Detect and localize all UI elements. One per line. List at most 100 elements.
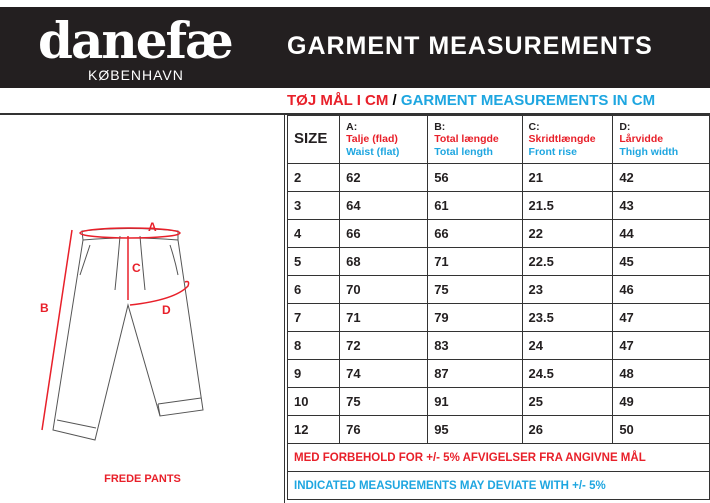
subtitle-danish: TØJ MÅL I CM — [287, 92, 389, 109]
size-cell: 12 — [286, 415, 341, 444]
note-row-danish: MED FORBEHOLD FOR +/- 5% AFVIGELSER FRA … — [287, 443, 710, 472]
col-danish: Talje (flad) — [346, 133, 398, 146]
column-header-b: B: Total længde Total length — [427, 115, 523, 164]
col-letter: D: — [619, 120, 631, 133]
value-cell: 21.5 — [521, 191, 614, 220]
table-row: 8 72 83 24 47 — [286, 331, 710, 360]
value-cell: 47 — [612, 331, 710, 360]
value-cell: 42 — [612, 163, 710, 192]
size-cell: 5 — [286, 247, 341, 276]
col-english: Thigh width — [619, 145, 679, 158]
table-row: 6 70 75 23 46 — [286, 275, 710, 304]
value-cell: 66 — [339, 219, 429, 248]
value-cell: 70 — [339, 275, 429, 304]
note-english: INDICATED MEASUREMENTS MAY DEVIATE WITH … — [287, 471, 710, 500]
value-cell: 71 — [339, 303, 429, 332]
divider — [0, 113, 710, 115]
diagram-panel — [0, 115, 285, 503]
value-cell: 62 — [339, 163, 429, 192]
product-name: FREDE PANTS — [104, 473, 181, 485]
value-cell: 95 — [427, 415, 523, 444]
value-cell: 71 — [427, 247, 523, 276]
table-row: 2 62 56 21 42 — [286, 163, 710, 192]
value-cell: 23.5 — [521, 303, 614, 332]
table-row: 3 64 61 21.5 43 — [286, 191, 710, 220]
value-cell: 24 — [521, 331, 614, 360]
value-cell: 79 — [427, 303, 523, 332]
table-row: 5 68 71 22.5 45 — [286, 247, 710, 276]
measure-lines — [41, 227, 190, 431]
label-d: D — [162, 303, 171, 317]
label-b: B — [40, 301, 49, 315]
table-row: 7 71 79 23.5 47 — [286, 303, 710, 332]
value-cell: 61 — [427, 191, 523, 220]
col-danish: Lårvidde — [619, 133, 664, 146]
pants-outline — [52, 228, 204, 441]
measurements-table: SIZE A: Talje (flad) Waist (flat) B: Total … — [286, 115, 710, 500]
col-english: Front rise — [528, 145, 577, 158]
value-cell: 75 — [339, 387, 429, 416]
value-cell: 76 — [339, 415, 429, 444]
value-cell: 91 — [427, 387, 523, 416]
size-cell: 7 — [286, 303, 341, 332]
value-cell: 25 — [521, 387, 614, 416]
value-cell: 22.5 — [521, 247, 614, 276]
col-english: Total length — [434, 145, 493, 158]
note-row-english: INDICATED MEASUREMENTS MAY DEVIATE WITH … — [287, 471, 710, 500]
value-cell: 75 — [427, 275, 523, 304]
subtitle: TØJ MÅL I CM / GARMENT MEASUREMENTS IN C… — [287, 92, 655, 109]
table-row: 10 75 91 25 49 — [286, 387, 710, 416]
table-row: 4 66 66 22 44 — [286, 219, 710, 248]
value-cell: 43 — [612, 191, 710, 220]
col-danish: Total længde — [434, 133, 499, 146]
value-cell: 45 — [612, 247, 710, 276]
note-danish: MED FORBEHOLD FOR +/- 5% AFVIGELSER FRA … — [287, 443, 710, 472]
value-cell: 44 — [612, 219, 710, 248]
column-header-d: D: Lårvidde Thigh width — [612, 115, 710, 164]
value-cell: 48 — [612, 359, 710, 388]
page-title: GARMENT MEASUREMENTS — [287, 32, 653, 60]
col-english: Waist (flat) — [346, 145, 400, 158]
value-cell: 64 — [339, 191, 429, 220]
size-cell: 6 — [286, 275, 341, 304]
col-letter: B: — [434, 120, 446, 133]
col-letter: A: — [346, 120, 358, 133]
value-cell: 66 — [427, 219, 523, 248]
label-c: C — [132, 261, 141, 275]
size-cell: 3 — [286, 191, 341, 220]
header-bar: danefæ KØBENHAVN GARMENT MEASUREMENTS — [0, 7, 710, 88]
subtitle-english: GARMENT MEASUREMENTS IN CM — [400, 92, 656, 109]
value-cell: 22 — [521, 219, 614, 248]
value-cell: 72 — [339, 331, 429, 360]
brand-city: KØBENHAVN — [88, 67, 184, 83]
pants-diagram: A B C D — [40, 220, 204, 441]
subtitle-separator: / — [388, 92, 401, 109]
size-cell: 4 — [286, 219, 341, 248]
col-letter: C: — [528, 120, 540, 133]
value-cell: 46 — [612, 275, 710, 304]
value-cell: 68 — [339, 247, 429, 276]
size-header: SIZE — [286, 115, 341, 164]
value-cell: 50 — [612, 415, 710, 444]
value-cell: 47 — [612, 303, 710, 332]
column-header-a: A: Talje (flad) Waist (flat) — [339, 115, 429, 164]
col-danish: Skridtlængde — [528, 133, 596, 146]
value-cell: 87 — [427, 359, 523, 388]
value-cell: 83 — [427, 331, 523, 360]
value-cell: 24.5 — [521, 359, 614, 388]
value-cell: 56 — [427, 163, 523, 192]
size-cell: 8 — [286, 331, 341, 360]
table-row: 12 76 95 26 50 — [286, 415, 710, 444]
size-cell: 9 — [286, 359, 341, 388]
column-header-c: C: Skridtlængde Front rise — [521, 115, 614, 164]
value-cell: 49 — [612, 387, 710, 416]
value-cell: 74 — [339, 359, 429, 388]
table-header-row: SIZE A: Talje (flad) Waist (flat) B: Total … — [286, 115, 710, 164]
brand-logo: danefæ — [38, 11, 234, 70]
value-cell: 26 — [521, 415, 614, 444]
value-cell: 23 — [521, 275, 614, 304]
table-row: 9 74 87 24.5 48 — [286, 359, 710, 388]
size-cell: 2 — [286, 163, 341, 192]
size-cell: 10 — [286, 387, 341, 416]
value-cell: 21 — [521, 163, 614, 192]
